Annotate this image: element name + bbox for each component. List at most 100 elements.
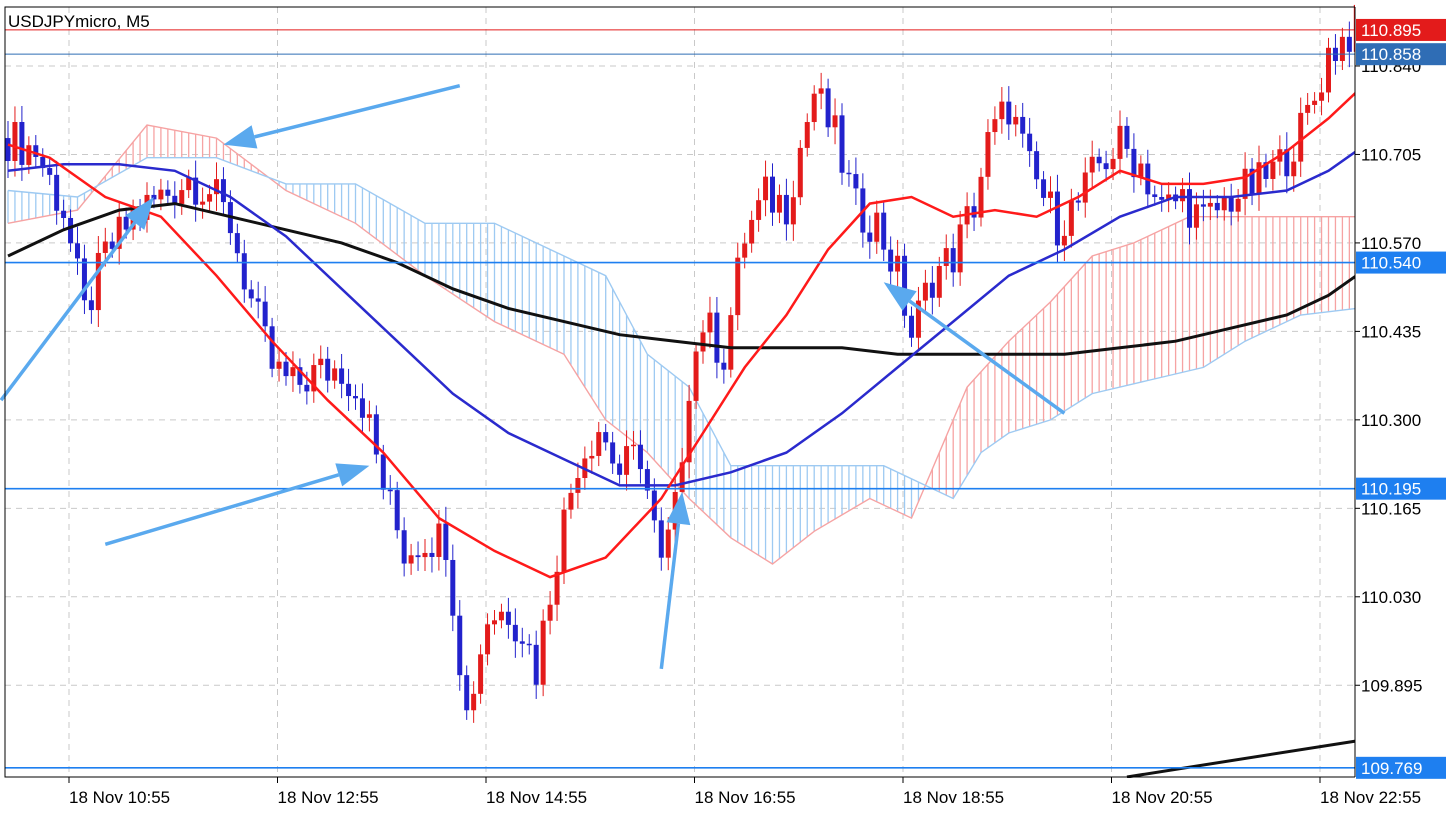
candle-body (1054, 191, 1060, 246)
candle-body (102, 241, 108, 253)
candle-body (846, 172, 852, 175)
candle-body (714, 312, 720, 363)
y-tick-label: 110.300 (1361, 411, 1421, 430)
candle-body (1020, 116, 1026, 134)
candle-body (241, 253, 247, 290)
candle-body (297, 367, 303, 385)
arrow-head (335, 463, 370, 487)
candle-body (526, 643, 532, 646)
candle-body (220, 179, 226, 203)
candle-body (109, 241, 115, 249)
candle-body (700, 332, 706, 352)
candle-body (909, 315, 914, 338)
candle-body (1006, 101, 1012, 125)
candle-body (498, 611, 504, 621)
candle-body (512, 624, 518, 642)
candle-body (332, 368, 338, 381)
candle-body (867, 232, 873, 242)
candle-body (957, 224, 963, 273)
candle-body (311, 365, 317, 392)
candle-body (1048, 191, 1053, 198)
candle-body (214, 179, 219, 195)
price-tag-label: 110.195 (1361, 480, 1421, 499)
candle-body (1221, 197, 1227, 211)
candle-body (915, 300, 921, 338)
price-tag-label: 109.769 (1361, 759, 1422, 778)
y-tick-label: 110.165 (1361, 499, 1421, 518)
candle-body (485, 624, 491, 655)
candle-body (318, 358, 324, 366)
annotation-arrow (0, 221, 137, 402)
candle-body (804, 122, 810, 148)
candle-body (776, 194, 782, 213)
plot-border (4, 6, 1356, 778)
candle-body (1256, 162, 1262, 195)
candle-body (380, 454, 386, 490)
x-tick-label: 18 Nov 18:55 (903, 788, 1004, 807)
annotation-arrows[interactable] (0, 83, 1066, 670)
candle-body (471, 693, 477, 711)
candle-body (749, 219, 755, 244)
candle-body (1096, 156, 1102, 164)
candle-body (999, 101, 1005, 120)
candle-body (533, 644, 539, 685)
axis-bg-bottom (0, 778, 1448, 815)
candle-body (61, 210, 67, 218)
candle-body (603, 432, 609, 443)
candle-body (234, 233, 240, 254)
ma-mid-line (7, 150, 1358, 487)
candle-body (1312, 100, 1318, 105)
candle-body (1124, 125, 1130, 149)
candle-body (366, 414, 372, 418)
price-tag-label: 110.540 (1361, 254, 1421, 273)
candle-body (1075, 200, 1081, 203)
candle-body (151, 194, 157, 200)
candle-body (1117, 125, 1123, 159)
candle-body (325, 358, 331, 381)
candle-body (95, 252, 101, 311)
candle-body (978, 176, 984, 218)
cloud-span-a (7, 124, 1357, 565)
time-axis[interactable]: 18 Nov 10:55 18 Nov 12:55 18 Nov 14:55 18 N… (68, 777, 1421, 807)
candle-body (679, 462, 685, 492)
candle-body (1228, 197, 1234, 212)
ichimoku-cloud (7, 124, 1357, 565)
candle-body (429, 552, 435, 557)
chart-title: USDJPYmicro, M5 (8, 12, 150, 31)
candle-body (373, 414, 379, 455)
candle-body (637, 444, 643, 470)
candle-body (255, 298, 261, 302)
candle-body (1180, 189, 1186, 202)
candle-body (1013, 116, 1019, 125)
candle-body (269, 326, 275, 369)
price-axis[interactable]: 110.840110.705110.570110.435110.300110.1… (1355, 18, 1446, 779)
y-tick-label: 110.435 (1361, 322, 1421, 341)
x-tick-label: 18 Nov 10:55 (69, 788, 170, 807)
candle-body (1089, 156, 1095, 173)
candle-body (644, 469, 650, 491)
candle-body (1131, 148, 1137, 178)
candle-body (1263, 162, 1269, 179)
candle-body (116, 216, 122, 249)
candle-body (756, 200, 762, 220)
ma-slow-line (7, 202, 1358, 356)
candle-body (985, 132, 991, 177)
candle-body (992, 119, 998, 133)
candle-body (193, 177, 199, 205)
candle-body (1159, 197, 1165, 200)
candle-body (54, 174, 60, 211)
candle-body (728, 315, 734, 370)
horizontal-levels[interactable] (5, 29, 1355, 769)
candle-body (770, 176, 775, 213)
candle-body (610, 442, 616, 464)
candle-body (75, 243, 80, 259)
y-tick-label: 110.030 (1361, 588, 1421, 607)
candle-body (943, 248, 949, 266)
candle-body (631, 444, 636, 447)
candle-body (450, 559, 456, 616)
candle-body (408, 555, 414, 564)
candle-body (1103, 163, 1109, 170)
